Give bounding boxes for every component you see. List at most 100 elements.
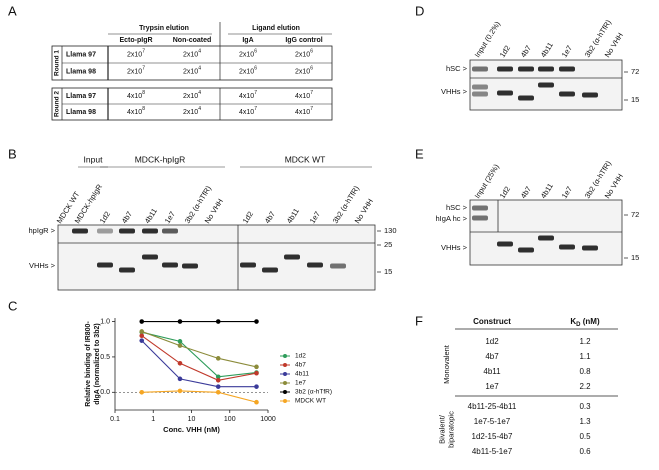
band	[72, 228, 88, 234]
row-label: Llama 98	[66, 68, 96, 75]
x-axis-label: Conc. VHH (nM)	[163, 425, 220, 434]
lane-label: No VHH	[353, 197, 375, 225]
band	[97, 228, 113, 234]
band-label: VHHs >	[441, 87, 468, 96]
cell-mantissa: 2x10	[183, 51, 198, 58]
cell: 2x104	[183, 106, 201, 116]
band	[97, 262, 113, 268]
legend-marker	[283, 363, 287, 367]
band	[162, 262, 178, 268]
construct: 4b7	[485, 352, 499, 361]
header-group: Ligand elution	[252, 25, 300, 32]
row-label: Llama 97	[66, 93, 96, 100]
cell: 2x106	[295, 49, 313, 59]
cell-exponent: 6	[310, 49, 313, 55]
cell-exponent: 4	[198, 66, 201, 72]
table-header: Construct	[473, 317, 511, 326]
kd-value: 2.2	[579, 382, 591, 391]
cell: 2x104	[183, 66, 201, 76]
cell-exponent: 6	[310, 66, 313, 72]
series-line	[141, 335, 257, 381]
band-label: hSC >	[446, 203, 468, 212]
band	[162, 228, 178, 234]
size-marker: 15	[384, 267, 392, 276]
lane-label: 4b7	[120, 210, 134, 225]
cell-exponent: 7	[254, 90, 257, 96]
construct: 1d2-15-4b7	[472, 432, 513, 441]
cell: 2x107	[127, 49, 145, 59]
point	[177, 388, 183, 394]
band	[559, 66, 575, 72]
band	[284, 254, 300, 260]
cell-mantissa: 4x10	[239, 109, 254, 116]
kd-value: 1.2	[579, 337, 591, 346]
point	[215, 356, 221, 361]
cell-mantissa: 4x10	[127, 93, 142, 100]
group-label: Monovalent	[442, 344, 451, 384]
construct: 4b11	[483, 367, 501, 376]
panel-letter: E	[415, 146, 424, 161]
lane-label: 4b11	[143, 207, 159, 225]
cell: 2x104	[183, 49, 201, 59]
lane-label: 4b7	[263, 210, 277, 225]
cell-mantissa: 2x10	[183, 93, 198, 100]
row-label: Llama 98	[66, 109, 96, 116]
cell-exponent: 6	[254, 66, 257, 72]
band	[582, 245, 598, 251]
row-label: Llama 97	[66, 51, 96, 58]
band	[330, 263, 346, 269]
point	[254, 399, 259, 405]
point	[139, 338, 145, 343]
kd-subscript: D	[576, 322, 581, 328]
y-tick-label: 0.5	[100, 354, 110, 361]
point	[139, 333, 145, 338]
band	[262, 267, 278, 273]
cell-mantissa: 2x10	[295, 68, 310, 75]
band	[472, 215, 488, 221]
cell-exponent: 7	[254, 106, 257, 112]
band	[518, 247, 534, 253]
band	[472, 91, 488, 97]
cell-mantissa: 2x10	[127, 68, 142, 75]
lane-label: 1e7	[308, 210, 322, 225]
cell-mantissa: 2x10	[239, 68, 254, 75]
lane-label: 1e7	[163, 210, 177, 225]
series-line	[141, 330, 257, 368]
panel-letter: B	[8, 146, 17, 161]
kd-value: 0.5	[579, 432, 591, 441]
panel-letter: D	[415, 3, 424, 18]
band	[559, 244, 575, 250]
legend-marker	[283, 354, 287, 358]
lane-label: 4b7	[519, 185, 533, 200]
blot	[469, 199, 623, 266]
lane-label: 1d2	[241, 210, 255, 225]
point	[177, 343, 183, 348]
x-tick-label: 100	[224, 416, 236, 423]
series-line	[141, 340, 257, 388]
legend-label: 4b11	[295, 371, 309, 378]
cell-exponent: 4	[198, 49, 201, 55]
band	[142, 228, 158, 234]
series-line	[141, 390, 257, 403]
point	[215, 374, 221, 380]
band	[240, 262, 256, 268]
y-axis-label: Relative binding of IR800-	[85, 321, 92, 407]
size-marker: 15	[631, 253, 639, 262]
cell: 2x106	[239, 66, 257, 76]
group-label: Bivalent/	[437, 414, 446, 444]
band	[142, 254, 158, 260]
lane-label: 4b11	[539, 41, 555, 59]
cell-exponent: 7	[310, 90, 313, 96]
band	[497, 241, 513, 247]
point	[215, 390, 221, 395]
column-header: IgG control	[285, 37, 322, 44]
legend-label: 1e7	[295, 380, 306, 387]
cell: 2x107	[127, 66, 145, 76]
group-label: MDCK WT	[285, 154, 326, 164]
kd-symbol: K	[570, 317, 576, 326]
cell-mantissa: 2x10	[127, 51, 142, 58]
legend-marker	[283, 390, 287, 394]
point	[254, 384, 259, 389]
band	[518, 95, 534, 101]
